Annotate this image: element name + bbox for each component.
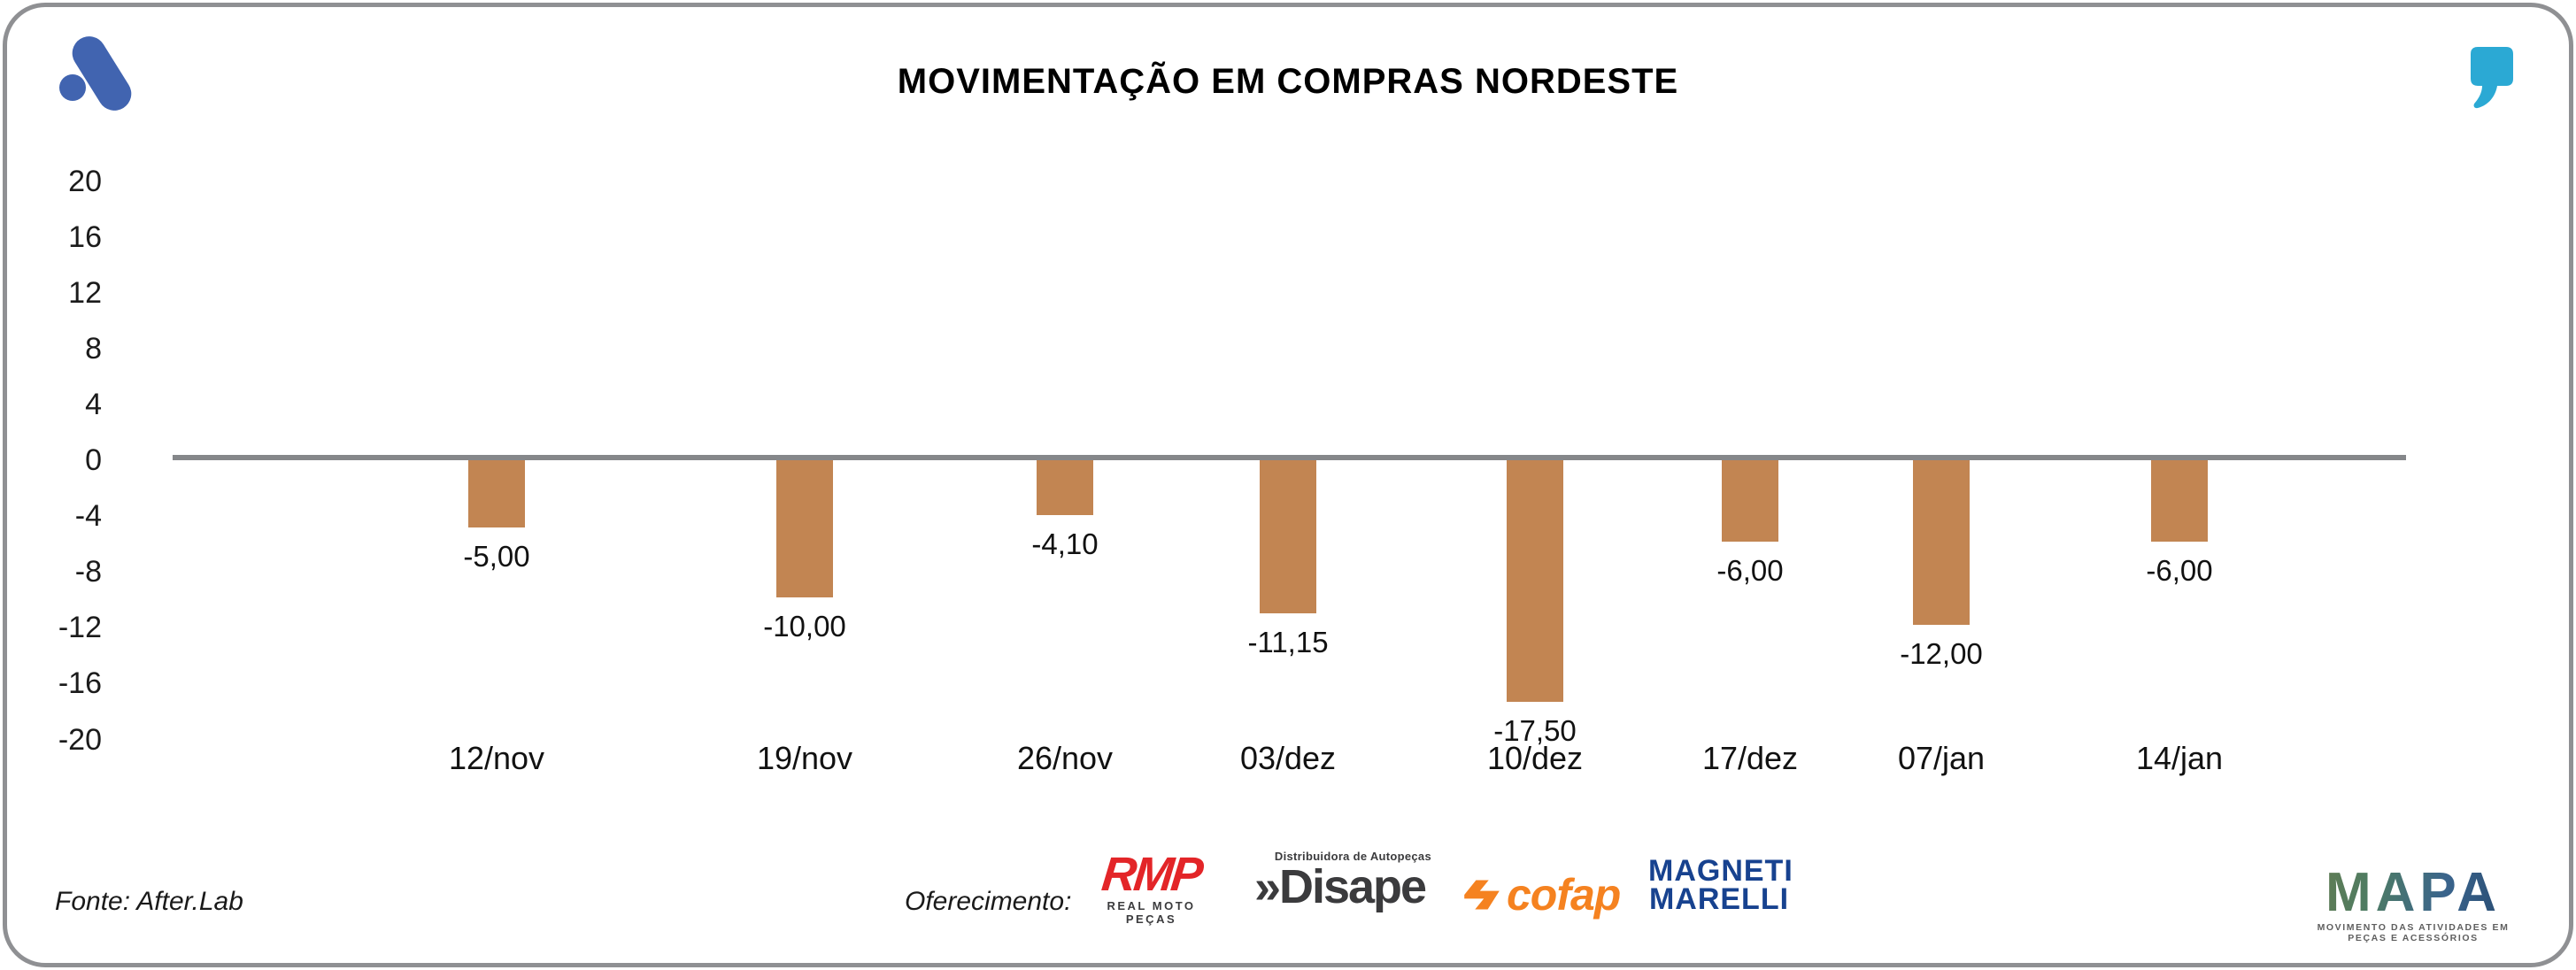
bar-value-label: -10,00 <box>763 610 846 643</box>
cofap-logo-text: cofap <box>1507 870 1621 920</box>
magneti-marelli-logo: MAGNETI MARELLI <box>1648 854 1793 916</box>
magneti-line2: MARELLI <box>1648 882 1790 916</box>
source-note: Fonte: After.Lab <box>55 887 243 916</box>
rmp-logo: RMP REAL MOTO PEÇAS <box>1087 848 1215 926</box>
rmp-logo-text: RMP <box>1099 848 1204 901</box>
cofap-logo: cofap <box>1462 869 1639 920</box>
bar-07/jan <box>1913 458 1970 625</box>
y-axis-tick: 4 <box>85 387 102 421</box>
y-axis-tick: -8 <box>74 555 102 589</box>
y-axis-tick: -16 <box>58 666 102 701</box>
y-axis-tick: -12 <box>58 611 102 645</box>
quote-icon <box>2471 47 2513 109</box>
x-axis-label: 03/dez <box>1239 740 1337 776</box>
x-axis-label: 12/nov <box>448 740 545 776</box>
magneti-line1: MAGNETI <box>1648 854 1793 888</box>
y-axis-tick: 0 <box>85 443 102 477</box>
y-axis-tick: 12 <box>68 275 102 310</box>
bar-12/nov <box>468 458 525 527</box>
bar-value-label: -5,00 <box>463 540 530 573</box>
x-axis-label: 19/nov <box>756 740 853 776</box>
x-axis-label: 14/jan <box>2135 740 2224 776</box>
mapa-logo-subtitle: MOVIMENTO DAS ATIVIDADES EM PEÇAS E ACES… <box>2317 922 2510 943</box>
x-axis-label: 17/dez <box>1701 740 1799 776</box>
bar-value-label: -11,15 <box>1247 626 1329 658</box>
sponsor-label: Oferecimento: <box>905 887 1072 916</box>
bar-10/dez <box>1507 458 1563 702</box>
page-title: MOVIMENTAÇÃO EM COMPRAS NORDESTE <box>897 62 1679 101</box>
bar-14/jan <box>2151 458 2208 542</box>
x-axis-label: 10/dez <box>1486 740 1584 776</box>
cofap-arrow-icon <box>1464 880 1500 910</box>
x-axis-label: 26/nov <box>1016 740 1114 776</box>
y-axis-tick: 20 <box>68 164 102 198</box>
x-axis-label: 07/jan <box>1897 740 1986 776</box>
bar-03/dez <box>1260 458 1316 613</box>
disape-logo: Distribuidora de Autopeças »Disape <box>1245 850 1435 911</box>
mapa-logo-text: MAPA <box>2310 866 2516 920</box>
afterlab-logo-dot <box>59 74 86 101</box>
bar-value-label: -17,50 <box>1493 714 1577 747</box>
rmp-logo-subtitle: REAL MOTO PEÇAS <box>1107 899 1196 926</box>
bar-value-label: -12,00 <box>1900 637 1983 670</box>
bar-19/nov <box>776 458 833 597</box>
y-axis-tick: 8 <box>85 331 102 366</box>
zero-axis-line <box>173 455 2406 460</box>
bar-value-label: -6,00 <box>2146 554 2213 587</box>
y-axis-tick: 16 <box>68 219 102 254</box>
bar-17/dez <box>1722 458 1778 542</box>
disape-logo-subtitle: Distribuidora de Autopeças <box>1274 850 1431 863</box>
mapa-logo: MAPA MOVIMENTO DAS ATIVIDADES EM PEÇAS E… <box>2310 866 2516 944</box>
bar-value-label: -6,00 <box>1716 554 1784 587</box>
bar-26/nov <box>1037 458 1093 515</box>
y-axis-tick: -4 <box>74 499 102 534</box>
bar-value-label: -4,10 <box>1031 527 1099 560</box>
disape-logo-text: »Disape <box>1253 860 1427 913</box>
afterlab-logo <box>53 29 138 118</box>
y-axis-tick: -20 <box>58 722 102 757</box>
